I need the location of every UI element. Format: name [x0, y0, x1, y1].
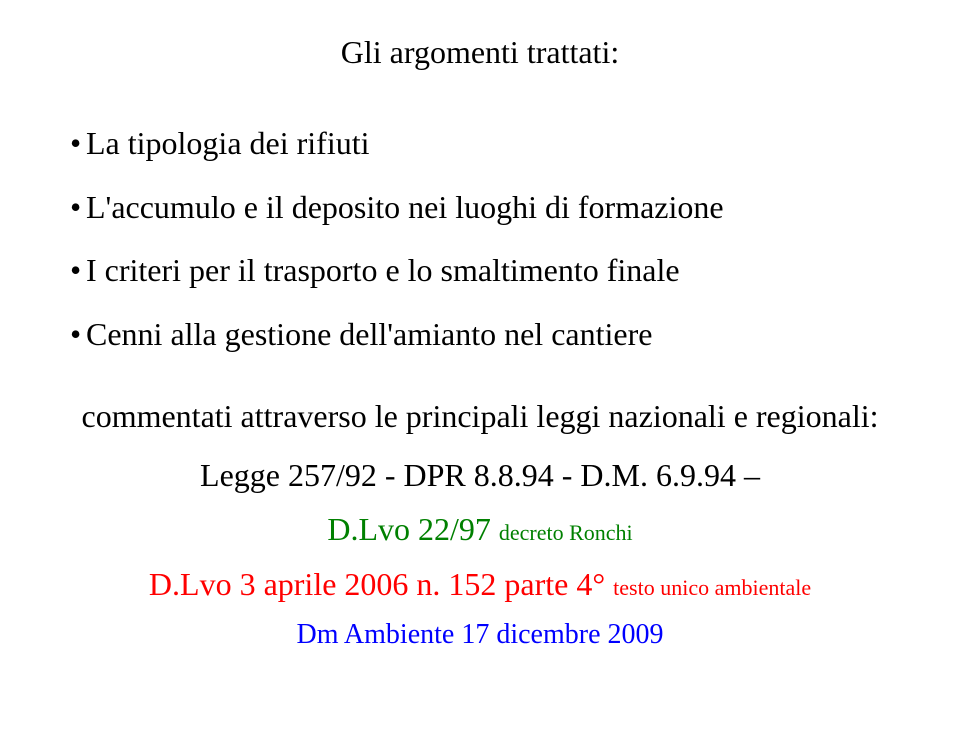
law-line-0: Legge 257/92 - DPR 8.8.94 - D.M. 6.9.94 …	[70, 448, 890, 502]
law-suffix-text: testo unico ambientale	[613, 575, 811, 600]
sub-section: commentati attraverso le principali legg…	[70, 389, 890, 658]
slide-page: Gli argomenti trattati: La tipologia dei…	[0, 0, 960, 749]
page-title: Gli argomenti trattati:	[70, 34, 890, 71]
law-line-3: Dm Ambiente 17 dicembre 2009	[70, 611, 890, 659]
law-main-text: D.Lvo 3 aprile 2006 n. 152 parte 4°	[149, 566, 613, 602]
bullet-list: La tipologia dei rifiuti L'accumulo e il…	[70, 119, 890, 359]
list-item: I criteri per il trasporto e lo smaltime…	[70, 246, 890, 296]
list-item: Cenni alla gestione dell'amianto nel can…	[70, 310, 890, 360]
law-line-2: D.Lvo 3 aprile 2006 n. 152 parte 4° test…	[70, 557, 890, 611]
law-main-text: D.Lvo 22/97	[327, 511, 499, 547]
list-item: L'accumulo e il deposito nei luoghi di f…	[70, 183, 890, 233]
law-suffix-text: decreto Ronchi	[499, 520, 633, 545]
intro-text: commentati attraverso le principali legg…	[70, 389, 890, 443]
law-line-1: D.Lvo 22/97 decreto Ronchi	[70, 502, 890, 556]
list-item: La tipologia dei rifiuti	[70, 119, 890, 169]
